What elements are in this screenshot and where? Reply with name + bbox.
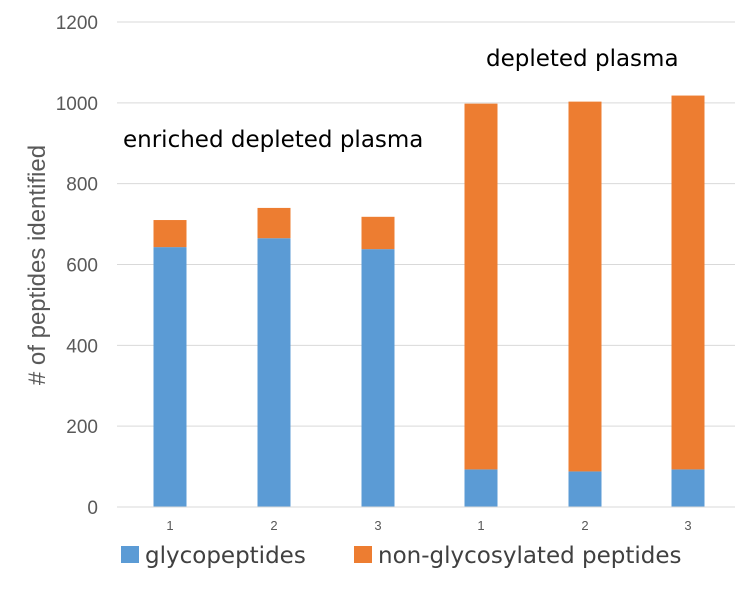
bar-glycopeptides-4 (568, 471, 602, 507)
bars (153, 95, 705, 507)
legend-swatch-non-glycosylated-peptides (354, 546, 372, 563)
x-axis-ticks: 1 2 3 1 2 3 (166, 518, 691, 533)
bar-glycopeptides-0 (153, 247, 187, 507)
bar-non-glycosylated-3 (464, 103, 498, 470)
legend-label-non-glycosylated-peptides: non-glycosylated peptides (378, 543, 682, 569)
y-tick-label: 1200 (56, 13, 98, 34)
bar-non-glycosylated-2 (361, 216, 395, 250)
x-tick-label: 1 (477, 518, 484, 533)
y-tick-label: 0 (87, 498, 98, 519)
annotation-enriched-depleted-plasma: enriched depleted plasma (123, 127, 423, 153)
legend-label-glycopeptides: glycopeptides (145, 543, 306, 569)
bar-non-glycosylated-0 (153, 220, 187, 248)
gridlines (117, 21, 735, 427)
x-tick-label: 2 (581, 518, 588, 533)
bar-non-glycosylated-4 (568, 101, 602, 472)
legend-swatch-glycopeptides (121, 546, 139, 563)
legend: glycopeptides non-glycosylated peptides (121, 543, 682, 569)
x-tick-label: 1 (166, 518, 173, 533)
annotation-depleted-plasma: depleted plasma (486, 46, 679, 72)
x-tick-label: 3 (684, 518, 691, 533)
bar-non-glycosylated-5 (671, 95, 705, 470)
x-tick-label: 2 (270, 518, 277, 533)
y-axis-label: # of peptides identified (24, 145, 51, 385)
y-tick-label: 200 (66, 417, 98, 438)
y-tick-label: 400 (66, 336, 98, 357)
y-tick-label: 800 (66, 175, 98, 196)
y-tick-label: 1000 (56, 94, 98, 115)
bar-glycopeptides-1 (257, 238, 291, 507)
bar-glycopeptides-5 (671, 469, 705, 507)
bar-non-glycosylated-1 (257, 207, 291, 239)
bar-glycopeptides-2 (361, 249, 395, 507)
y-tick-label: 600 (66, 256, 98, 277)
x-tick-label: 3 (374, 518, 381, 533)
bar-glycopeptides-3 (464, 469, 498, 507)
y-axis-ticks: 0 200 400 600 800 1000 1200 (56, 13, 98, 519)
